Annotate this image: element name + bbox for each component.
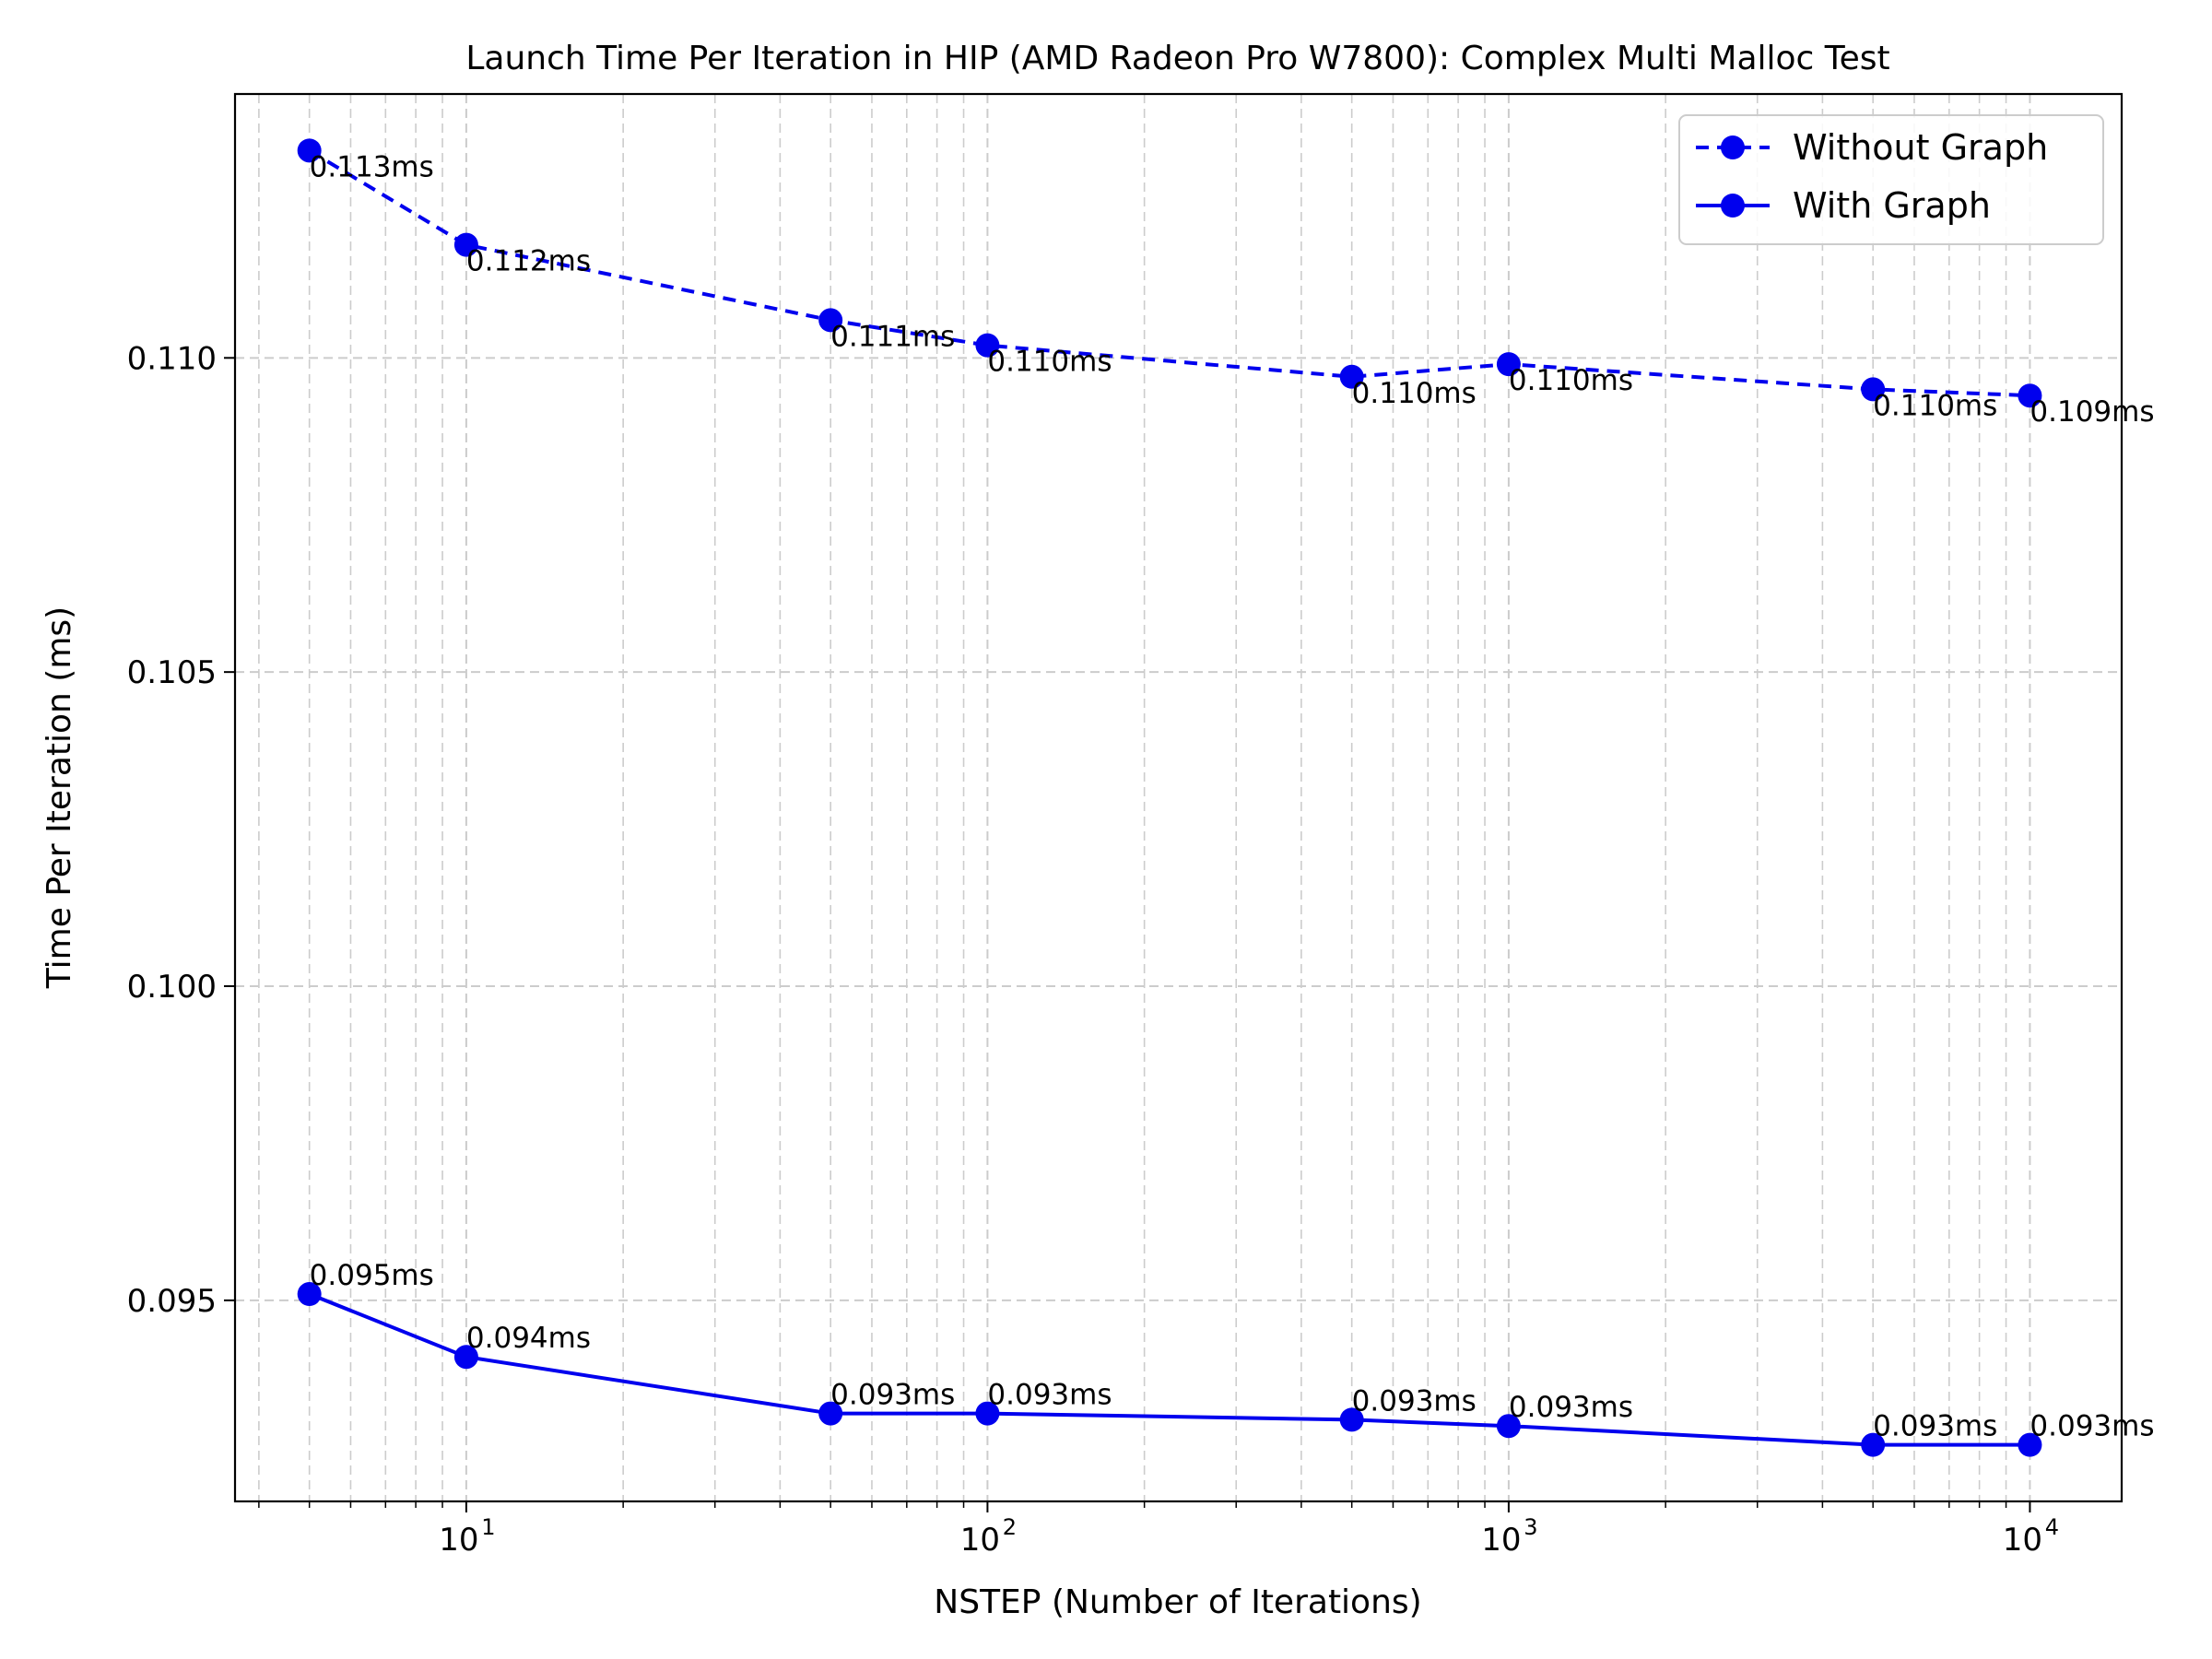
legend-label: Without Graph <box>1793 127 2048 168</box>
data-labels: 0.113ms 0.112ms 0.111ms 0.110ms 0.110ms 0.110… <box>310 150 2155 1442</box>
legend-label: With Graph <box>1793 185 1991 226</box>
data-point <box>297 138 322 163</box>
legend: Without Graph With Graph <box>1678 114 2104 245</box>
x-tick-label-base: 10 <box>2003 1522 2042 1559</box>
grid <box>235 94 2122 1501</box>
data-label: 0.110ms <box>1509 364 1633 397</box>
data-label: 0.111ms <box>830 320 955 353</box>
x-tick-label-exp: 4 <box>2045 1514 2059 1540</box>
series-line-1 <box>308 1292 2030 1447</box>
data-label: 0.109ms <box>2030 395 2154 429</box>
data-point <box>1339 1407 1364 1432</box>
x-axis-label: NSTEP (Number of Iterations) <box>934 1583 1421 1621</box>
y-tick-label: 0.100 <box>127 969 217 1006</box>
data-point <box>1861 377 1886 402</box>
x-tick-label-base: 10 <box>960 1522 1000 1559</box>
data-label: 0.093ms <box>987 1379 1112 1412</box>
data-point <box>818 1401 843 1426</box>
data-point <box>818 308 843 333</box>
data-point <box>1861 1432 1886 1457</box>
x-tick-label-base: 10 <box>1481 1522 1521 1559</box>
x-tick-label-base: 10 <box>439 1522 478 1559</box>
x-tick-label-exp: 3 <box>1524 1514 1537 1540</box>
y-axis-label: Time Per Iteration (ms) <box>41 606 78 989</box>
data-point <box>2018 383 2042 408</box>
data-point <box>453 1345 478 1370</box>
plot-frame <box>233 92 2124 1503</box>
legend-marker <box>1721 135 1745 159</box>
x-tick-label-exp: 1 <box>481 1514 495 1540</box>
data-label: 0.093ms <box>830 1379 955 1412</box>
data-label: 0.113ms <box>310 150 434 183</box>
legend-box <box>1678 114 2104 245</box>
x-tick-label-exp: 2 <box>1003 1514 1017 1540</box>
data-point <box>297 1282 322 1307</box>
data-label: 0.110ms <box>1873 389 1997 422</box>
data-label: 0.112ms <box>466 245 591 278</box>
data-label: 0.093ms <box>2030 1410 2154 1443</box>
series-line-0 <box>308 148 2030 398</box>
legend-marker <box>1721 194 1745 218</box>
y-tick-label: 0.105 <box>127 654 217 691</box>
plot-series <box>297 138 2042 1457</box>
data-label: 0.110ms <box>987 346 1112 379</box>
data-label: 0.094ms <box>466 1322 591 1355</box>
data-point <box>453 232 478 257</box>
data-point <box>1496 1414 1521 1439</box>
data-point <box>975 333 1000 358</box>
y-tick-label: 0.095 <box>127 1283 217 1320</box>
data-label: 0.093ms <box>1509 1391 1633 1424</box>
data-label: 0.110ms <box>1352 377 1477 410</box>
data-point <box>2018 1432 2042 1457</box>
data-point <box>975 1401 1000 1426</box>
data-label: 0.093ms <box>1352 1384 1477 1418</box>
chart-title: Launch Time Per Iteration in HIP (AMD Ra… <box>465 40 1889 77</box>
data-point <box>1496 352 1521 377</box>
y-tick-label: 0.110 <box>127 340 217 377</box>
data-point <box>1339 364 1364 389</box>
data-label: 0.095ms <box>310 1259 434 1292</box>
data-label: 0.093ms <box>1873 1410 1997 1443</box>
